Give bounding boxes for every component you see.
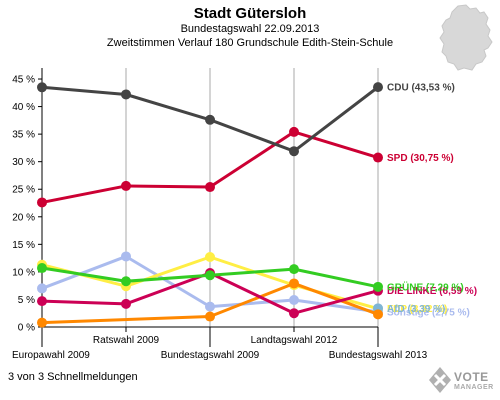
y-tick-label: 45 %: [12, 75, 35, 86]
chart-subtitle-detail: Zweitstimmen Verlauf 180 Grundschule Edi…: [106, 37, 394, 49]
data-point-die-linke: [289, 308, 299, 319]
series-label-afd: AfD (3,39 %): [387, 304, 445, 315]
data-point-grüne: [205, 270, 215, 281]
data-point-spd: [37, 197, 47, 208]
y-tick-label: 0 %: [18, 323, 35, 334]
data-point-spd: [373, 152, 383, 163]
logo-text-manager: MANAGER: [454, 384, 494, 391]
vote-manager-logo-icon: [429, 367, 451, 393]
germany-map-icon: [439, 4, 493, 71]
y-tick-label: 20 %: [12, 212, 35, 223]
y-tick-label: 35 %: [12, 130, 35, 141]
data-point-piraten: [205, 311, 215, 322]
y-tick-label: 10 %: [12, 267, 35, 278]
x-tick-label: Europawahl 2009: [12, 350, 90, 361]
data-point-cdu: [37, 82, 47, 93]
series-label-cdu: CDU (43,53 %): [387, 83, 455, 94]
data-point-die-linke: [121, 298, 131, 309]
x-tick-label: Bundestagswahl 2013: [329, 350, 428, 361]
series-label-die-linke: DIE LINKE (6,59 %): [387, 286, 477, 297]
x-tick-label: Landtagswahl 2012: [251, 335, 338, 346]
data-point-spd: [289, 126, 299, 137]
y-tick-label: 15 %: [12, 240, 35, 251]
data-point-grüne: [373, 281, 383, 292]
data-point-die-linke: [37, 296, 47, 307]
data-point-sonstige: [205, 301, 215, 312]
data-point-spd: [121, 180, 131, 191]
series-layer: [37, 82, 383, 328]
data-point-cdu: [121, 89, 131, 100]
data-point-cdu: [289, 146, 299, 157]
data-point-sonstige: [121, 251, 131, 262]
data-point-fdp: [205, 252, 215, 263]
data-point-sonstige: [37, 283, 47, 294]
series-label-spd: SPD (30,75 %): [387, 153, 454, 164]
label-layer: Sonstige (2,75 %)FDP (3,32 %)AfD (3,39 %…: [387, 83, 477, 319]
chart-subtitle: Bundestagswahl 22.09.2013: [180, 23, 320, 35]
series-label-fdp: FDP (3,32 %): [387, 304, 447, 315]
data-point-grüne: [37, 263, 47, 274]
chart-title: Stadt Gütersloh: [193, 5, 307, 22]
data-point-piraten: [37, 317, 47, 328]
data-point-cdu: [373, 82, 383, 93]
data-point-spd: [205, 182, 215, 193]
logo-text-vote: VOTE: [454, 370, 489, 384]
data-point-piraten: [289, 278, 299, 289]
y-tick-label: 25 %: [12, 185, 35, 196]
series-line-piraten: [41, 281, 379, 325]
data-point-grüne: [121, 276, 131, 287]
x-tick-label: Bundestagswahl 2009: [161, 350, 260, 361]
y-tick-label: 5 %: [18, 295, 35, 306]
data-point-grüne: [289, 264, 299, 275]
axis-layer: 0 % 5 % 10 % 15 % 20 % 25 % 30 % 35 % 40 % 45 % Eu…: [12, 68, 428, 361]
data-point-sonstige: [289, 294, 299, 305]
y-tick-label: 30 %: [12, 157, 35, 168]
series-label-sonstige: Sonstige (2,75 %): [387, 307, 470, 318]
y-tick-label: 40 %: [12, 102, 35, 113]
series-label-grüne: GRÜNE (7,29 %): [387, 280, 464, 293]
data-point-piraten: [373, 309, 383, 320]
data-point-cdu: [205, 114, 215, 125]
report-status: 3 von 3 Schnellmeldungen: [8, 371, 138, 383]
x-tick-label: Ratswahl 2009: [93, 335, 160, 346]
